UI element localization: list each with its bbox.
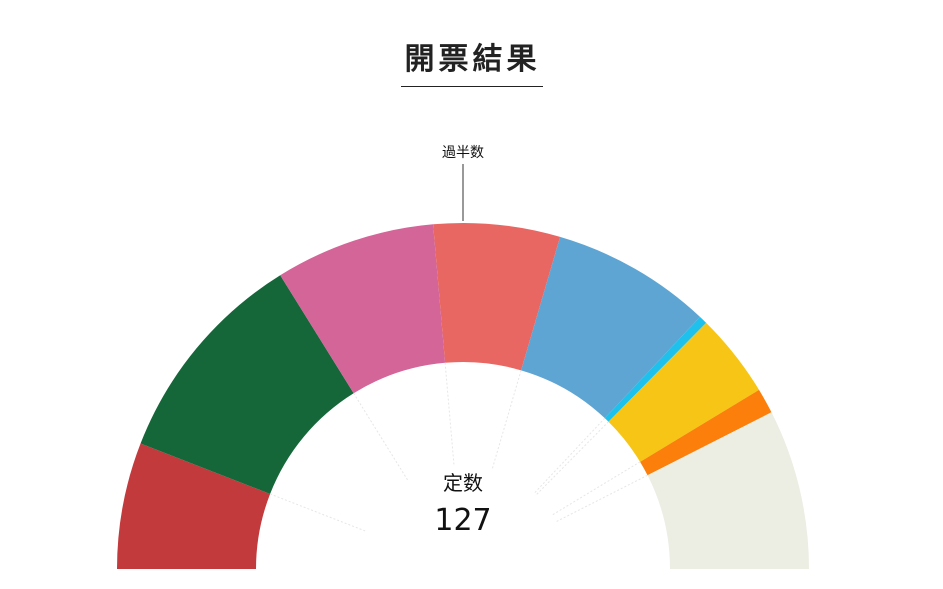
segment-3: [280, 224, 446, 394]
majority-label: 過半数: [442, 145, 484, 161]
segment-divider-5: [533, 417, 606, 494]
total-seats-value: 127: [434, 503, 491, 538]
segment-2: [140, 275, 354, 494]
segment-8: [640, 389, 772, 476]
segment-divider-7: [551, 461, 641, 516]
segment-7: [608, 322, 760, 462]
segment-4: [433, 222, 561, 371]
total-seats-label: 定数: [443, 471, 483, 495]
segment-1: [117, 443, 271, 569]
segment-divider-3: [444, 362, 455, 466]
segment-divider-2: [353, 392, 409, 482]
segment-separators: [269, 362, 648, 532]
segment-5: [521, 236, 700, 419]
segment-6: [604, 316, 707, 422]
segment-divider-4: [491, 370, 522, 470]
segment-divider-8: [555, 474, 648, 523]
segment-9: [647, 412, 809, 569]
segment-divider-6: [535, 421, 609, 496]
seat-segments: [117, 222, 809, 569]
segment-divider-1: [269, 493, 367, 532]
chart-title: 開票結果: [0, 34, 943, 87]
